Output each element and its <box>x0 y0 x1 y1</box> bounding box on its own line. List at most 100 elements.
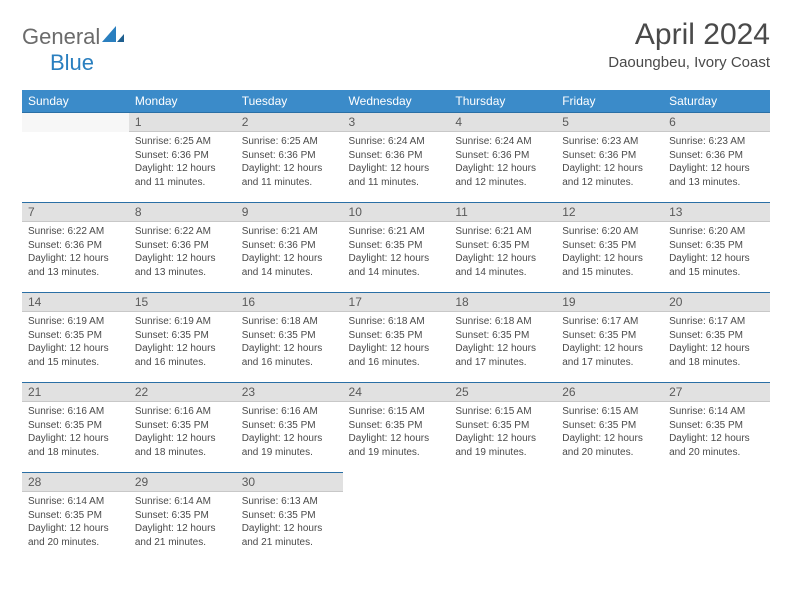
day-number: 20 <box>663 292 770 312</box>
sunrise-line: Sunrise: 6:24 AM <box>349 135 444 149</box>
sunrise-line: Sunrise: 6:23 AM <box>562 135 657 149</box>
day-details: Sunrise: 6:15 AMSunset: 6:35 PMDaylight:… <box>449 402 556 465</box>
sunset-line: Sunset: 6:35 PM <box>349 329 444 343</box>
day-details: Sunrise: 6:16 AMSunset: 6:35 PMDaylight:… <box>129 402 236 465</box>
sunset-line: Sunset: 6:35 PM <box>669 329 764 343</box>
day-details: Sunrise: 6:21 AMSunset: 6:36 PMDaylight:… <box>236 222 343 285</box>
sunset-line: Sunset: 6:35 PM <box>349 419 444 433</box>
day-details: Sunrise: 6:16 AMSunset: 6:35 PMDaylight:… <box>236 402 343 465</box>
daylight-line: Daylight: 12 hours and 13 minutes. <box>28 252 123 279</box>
day-number: 17 <box>343 292 450 312</box>
day-number: 22 <box>129 382 236 402</box>
day-details: Sunrise: 6:18 AMSunset: 6:35 PMDaylight:… <box>236 312 343 375</box>
day-number: 9 <box>236 202 343 222</box>
sunset-line: Sunset: 6:36 PM <box>669 149 764 163</box>
day-details: Sunrise: 6:18 AMSunset: 6:35 PMDaylight:… <box>449 312 556 375</box>
day-details: Sunrise: 6:23 AMSunset: 6:36 PMDaylight:… <box>663 132 770 195</box>
calendar-day: 4Sunrise: 6:24 AMSunset: 6:36 PMDaylight… <box>449 112 556 202</box>
day-number: 7 <box>22 202 129 222</box>
calendar-day: 30Sunrise: 6:13 AMSunset: 6:35 PMDayligh… <box>236 472 343 562</box>
title-block: April 2024 Daoungbeu, Ivory Coast <box>608 18 770 71</box>
calendar-day: 29Sunrise: 6:14 AMSunset: 6:35 PMDayligh… <box>129 472 236 562</box>
day-number: 18 <box>449 292 556 312</box>
sunset-line: Sunset: 6:35 PM <box>135 509 230 523</box>
calendar-day: 6Sunrise: 6:23 AMSunset: 6:36 PMDaylight… <box>663 112 770 202</box>
calendar-day: 17Sunrise: 6:18 AMSunset: 6:35 PMDayligh… <box>343 292 450 382</box>
day-number: 19 <box>556 292 663 312</box>
daylight-line: Daylight: 12 hours and 18 minutes. <box>135 432 230 459</box>
sunrise-line: Sunrise: 6:22 AM <box>135 225 230 239</box>
daylight-line: Daylight: 12 hours and 17 minutes. <box>455 342 550 369</box>
day-details: Sunrise: 6:23 AMSunset: 6:36 PMDaylight:… <box>556 132 663 195</box>
sunrise-line: Sunrise: 6:19 AM <box>28 315 123 329</box>
calendar-table: SundayMondayTuesdayWednesdayThursdayFrid… <box>22 90 770 562</box>
day-number: 2 <box>236 112 343 132</box>
sunrise-line: Sunrise: 6:15 AM <box>562 405 657 419</box>
calendar-day: 10Sunrise: 6:21 AMSunset: 6:35 PMDayligh… <box>343 202 450 292</box>
day-number: 12 <box>556 202 663 222</box>
day-details: Sunrise: 6:21 AMSunset: 6:35 PMDaylight:… <box>449 222 556 285</box>
day-number: 11 <box>449 202 556 222</box>
calendar-day: 25Sunrise: 6:15 AMSunset: 6:35 PMDayligh… <box>449 382 556 472</box>
day-number: 23 <box>236 382 343 402</box>
daylight-line: Daylight: 12 hours and 11 minutes. <box>242 162 337 189</box>
day-details: Sunrise: 6:16 AMSunset: 6:35 PMDaylight:… <box>22 402 129 465</box>
logo-text-blue: Blue <box>50 50 94 75</box>
empty-top <box>22 112 129 132</box>
sunrise-line: Sunrise: 6:14 AM <box>28 495 123 509</box>
daylight-line: Daylight: 12 hours and 11 minutes. <box>135 162 230 189</box>
day-number: 10 <box>343 202 450 222</box>
calendar-empty <box>663 472 770 562</box>
calendar-empty <box>449 472 556 562</box>
sunset-line: Sunset: 6:35 PM <box>455 239 550 253</box>
day-details: Sunrise: 6:25 AMSunset: 6:36 PMDaylight:… <box>236 132 343 195</box>
daylight-line: Daylight: 12 hours and 19 minutes. <box>455 432 550 459</box>
daylight-line: Daylight: 12 hours and 21 minutes. <box>135 522 230 549</box>
calendar-empty <box>556 472 663 562</box>
sunrise-line: Sunrise: 6:15 AM <box>349 405 444 419</box>
calendar-day: 21Sunrise: 6:16 AMSunset: 6:35 PMDayligh… <box>22 382 129 472</box>
sunset-line: Sunset: 6:35 PM <box>562 239 657 253</box>
daylight-line: Daylight: 12 hours and 15 minutes. <box>28 342 123 369</box>
calendar-row: 1Sunrise: 6:25 AMSunset: 6:36 PMDaylight… <box>22 112 770 202</box>
logo-sail-icon <box>102 24 124 50</box>
day-details: Sunrise: 6:15 AMSunset: 6:35 PMDaylight:… <box>556 402 663 465</box>
day-details: Sunrise: 6:22 AMSunset: 6:36 PMDaylight:… <box>129 222 236 285</box>
sunrise-line: Sunrise: 6:25 AM <box>242 135 337 149</box>
daylight-line: Daylight: 12 hours and 12 minutes. <box>562 162 657 189</box>
day-number: 21 <box>22 382 129 402</box>
calendar-day: 3Sunrise: 6:24 AMSunset: 6:36 PMDaylight… <box>343 112 450 202</box>
daylight-line: Daylight: 12 hours and 16 minutes. <box>242 342 337 369</box>
sunset-line: Sunset: 6:35 PM <box>28 419 123 433</box>
day-details: Sunrise: 6:22 AMSunset: 6:36 PMDaylight:… <box>22 222 129 285</box>
sunrise-line: Sunrise: 6:20 AM <box>562 225 657 239</box>
sunset-line: Sunset: 6:35 PM <box>28 329 123 343</box>
sunset-line: Sunset: 6:35 PM <box>349 239 444 253</box>
calendar-empty <box>22 112 129 202</box>
sunrise-line: Sunrise: 6:16 AM <box>242 405 337 419</box>
daylight-line: Daylight: 12 hours and 19 minutes. <box>349 432 444 459</box>
day-details: Sunrise: 6:24 AMSunset: 6:36 PMDaylight:… <box>343 132 450 195</box>
sunset-line: Sunset: 6:35 PM <box>242 419 337 433</box>
sunset-line: Sunset: 6:35 PM <box>669 239 764 253</box>
day-details: Sunrise: 6:15 AMSunset: 6:35 PMDaylight:… <box>343 402 450 465</box>
day-details: Sunrise: 6:18 AMSunset: 6:35 PMDaylight:… <box>343 312 450 375</box>
daylight-line: Daylight: 12 hours and 13 minutes. <box>135 252 230 279</box>
calendar-day: 9Sunrise: 6:21 AMSunset: 6:36 PMDaylight… <box>236 202 343 292</box>
daylight-line: Daylight: 12 hours and 16 minutes. <box>135 342 230 369</box>
sunrise-line: Sunrise: 6:21 AM <box>242 225 337 239</box>
daylight-line: Daylight: 12 hours and 17 minutes. <box>562 342 657 369</box>
weekday-header: Sunday <box>22 90 129 112</box>
sunrise-line: Sunrise: 6:16 AM <box>28 405 123 419</box>
sunrise-line: Sunrise: 6:14 AM <box>135 495 230 509</box>
sunset-line: Sunset: 6:36 PM <box>135 149 230 163</box>
calendar-day: 2Sunrise: 6:25 AMSunset: 6:36 PMDaylight… <box>236 112 343 202</box>
day-number: 28 <box>22 472 129 492</box>
calendar-row: 21Sunrise: 6:16 AMSunset: 6:35 PMDayligh… <box>22 382 770 472</box>
sunset-line: Sunset: 6:35 PM <box>242 329 337 343</box>
sunset-line: Sunset: 6:36 PM <box>135 239 230 253</box>
sunrise-line: Sunrise: 6:21 AM <box>349 225 444 239</box>
day-details: Sunrise: 6:19 AMSunset: 6:35 PMDaylight:… <box>129 312 236 375</box>
calendar-day: 7Sunrise: 6:22 AMSunset: 6:36 PMDaylight… <box>22 202 129 292</box>
calendar-day: 13Sunrise: 6:20 AMSunset: 6:35 PMDayligh… <box>663 202 770 292</box>
